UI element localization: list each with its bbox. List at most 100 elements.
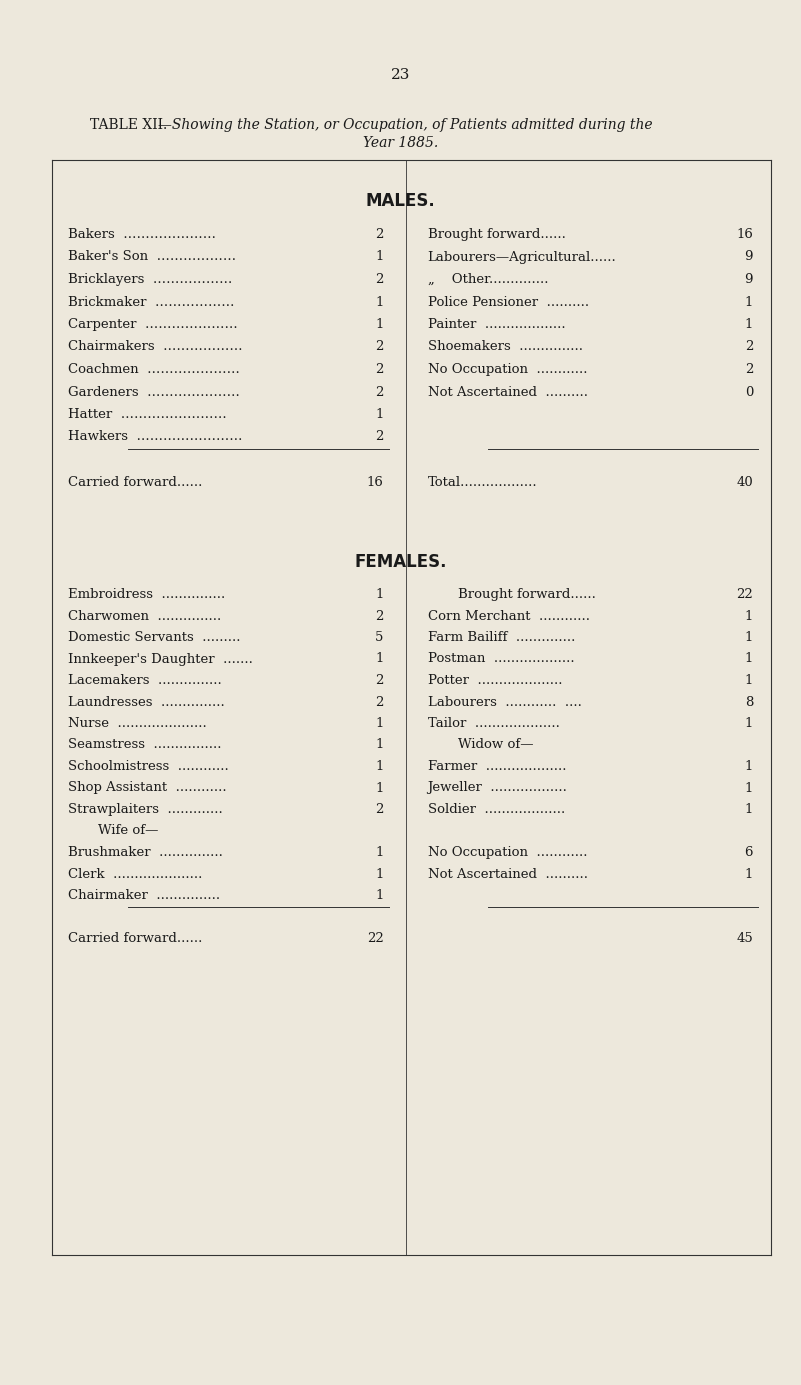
Text: 1: 1 [745, 803, 753, 816]
Text: 2: 2 [375, 609, 384, 622]
Text: Not Ascertained  ..........: Not Ascertained .......... [428, 385, 587, 399]
Text: Police Pensioner  ..........: Police Pensioner .......... [428, 295, 589, 309]
Text: 22: 22 [736, 589, 753, 601]
Text: 2: 2 [375, 385, 384, 399]
Text: Chairmaker  ...............: Chairmaker ............... [68, 889, 220, 902]
Text: 2: 2 [375, 431, 384, 443]
Text: Not Ascertained  ..........: Not Ascertained .......... [428, 867, 587, 881]
Text: MALES.: MALES. [365, 193, 436, 211]
Text: Year 1885.: Year 1885. [363, 136, 438, 150]
Text: Brushmaker  ...............: Brushmaker ............... [68, 846, 223, 859]
Text: Carried forward......: Carried forward...... [68, 475, 203, 489]
Text: 2: 2 [375, 803, 384, 816]
Text: Hawkers  ……………………: Hawkers …………………… [68, 431, 243, 443]
Text: 1: 1 [375, 652, 384, 666]
Text: Brought forward......: Brought forward...... [428, 229, 566, 241]
Text: 2: 2 [375, 695, 384, 709]
Text: TABLE XII.: TABLE XII. [90, 118, 167, 132]
Text: Labourers  ............  ....: Labourers ............ .... [428, 695, 582, 709]
Text: Farmer  ...................: Farmer ................... [428, 760, 566, 773]
Text: Soldier  ...................: Soldier ................... [428, 803, 565, 816]
Text: Innkeeper's Daughter  .......: Innkeeper's Daughter ....... [68, 652, 253, 666]
Text: 1: 1 [375, 717, 384, 730]
Text: Potter  ....................: Potter .................... [428, 674, 562, 687]
Text: Total..................: Total.................. [428, 475, 537, 489]
Text: Wife of—: Wife of— [98, 824, 159, 838]
Text: 2: 2 [375, 341, 384, 353]
Text: Shoemakers  ...............: Shoemakers ............... [428, 341, 582, 353]
Text: Shop Assistant  ............: Shop Assistant ............ [68, 781, 227, 795]
Text: 1: 1 [745, 867, 753, 881]
Text: Nurse  .....................: Nurse ..................... [68, 717, 207, 730]
Text: Carried forward......: Carried forward...... [68, 932, 203, 945]
Text: 40: 40 [736, 475, 753, 489]
Text: 22: 22 [367, 932, 384, 945]
Text: 45: 45 [736, 932, 753, 945]
Text: 1: 1 [375, 295, 384, 309]
Text: No Occupation  ............: No Occupation ............ [428, 846, 587, 859]
Text: 1: 1 [745, 717, 753, 730]
Text: Postman  ...................: Postman ................... [428, 652, 574, 666]
Text: 9: 9 [744, 273, 753, 285]
Text: 23: 23 [391, 68, 410, 82]
Text: 6: 6 [744, 846, 753, 859]
Text: 1: 1 [745, 609, 753, 622]
Text: 1: 1 [745, 632, 753, 644]
Text: Carpenter  …………………: Carpenter ………………… [68, 319, 238, 331]
Text: Tailor  ....................: Tailor .................... [428, 717, 559, 730]
Text: 1: 1 [745, 674, 753, 687]
Text: 1: 1 [375, 889, 384, 902]
Text: Baker's Son  ………………: Baker's Son ……………… [68, 251, 236, 263]
Text: Jeweller  ..................: Jeweller .................. [428, 781, 567, 795]
Text: No Occupation  ............: No Occupation ............ [428, 363, 587, 375]
Text: Widow of—: Widow of— [457, 738, 533, 752]
Text: 1: 1 [375, 867, 384, 881]
Text: —Showing the Station, or Occupation, of Patients admitted during the: —Showing the Station, or Occupation, of … [158, 118, 653, 132]
Text: Domestic Servants  .........: Domestic Servants ......... [68, 632, 240, 644]
Text: Chairmakers  ………………: Chairmakers ……………… [68, 341, 243, 353]
Text: Coachmen  …………………: Coachmen ………………… [68, 363, 239, 375]
Text: Farm Bailiff  ..............: Farm Bailiff .............. [428, 632, 575, 644]
Text: 1: 1 [375, 738, 384, 752]
Text: 1: 1 [745, 652, 753, 666]
Text: 5: 5 [375, 632, 384, 644]
Text: 1: 1 [375, 846, 384, 859]
Text: 0: 0 [745, 385, 753, 399]
Text: 1: 1 [745, 295, 753, 309]
Text: 8: 8 [745, 695, 753, 709]
Text: 1: 1 [745, 760, 753, 773]
Text: Bricklayers  ………………: Bricklayers ……………… [68, 273, 232, 285]
Text: 1: 1 [745, 319, 753, 331]
Text: Bakers  …………………: Bakers ………………… [68, 229, 216, 241]
Text: Strawplaiters  .............: Strawplaiters ............. [68, 803, 223, 816]
Text: Embroidress  ...............: Embroidress ............... [68, 589, 225, 601]
Text: 1: 1 [375, 251, 384, 263]
Text: 1: 1 [375, 760, 384, 773]
Text: Painter  ...................: Painter ................... [428, 319, 566, 331]
Text: Laundresses  ...............: Laundresses ............... [68, 695, 225, 709]
Text: Clerk  .....................: Clerk ..................... [68, 867, 203, 881]
Text: „    Other..............: „ Other.............. [428, 273, 548, 285]
Text: 2: 2 [375, 229, 384, 241]
Text: 1: 1 [745, 781, 753, 795]
Text: 1: 1 [375, 781, 384, 795]
Text: FEMALES.: FEMALES. [354, 553, 447, 571]
Text: 16: 16 [367, 475, 384, 489]
Text: 1: 1 [375, 409, 384, 421]
Text: 2: 2 [745, 341, 753, 353]
Text: Schoolmistress  ............: Schoolmistress ............ [68, 760, 229, 773]
Text: Hatter  ……………………: Hatter …………………… [68, 409, 227, 421]
Text: Labourers—Agricultural......: Labourers—Agricultural...... [428, 251, 616, 263]
Text: Lacemakers  ...............: Lacemakers ............... [68, 674, 222, 687]
Text: 2: 2 [375, 674, 384, 687]
Text: Brickmaker  ………………: Brickmaker ……………… [68, 295, 235, 309]
Text: Corn Merchant  ............: Corn Merchant ............ [428, 609, 590, 622]
Text: 2: 2 [745, 363, 753, 375]
Text: Brought forward......: Brought forward...... [457, 589, 595, 601]
Text: 1: 1 [375, 589, 384, 601]
Text: Gardeners  …………………: Gardeners ………………… [68, 385, 239, 399]
Text: Charwomen  ...............: Charwomen ............... [68, 609, 221, 622]
Text: 9: 9 [744, 251, 753, 263]
Text: Seamstress  ................: Seamstress ................ [68, 738, 222, 752]
Text: 2: 2 [375, 363, 384, 375]
